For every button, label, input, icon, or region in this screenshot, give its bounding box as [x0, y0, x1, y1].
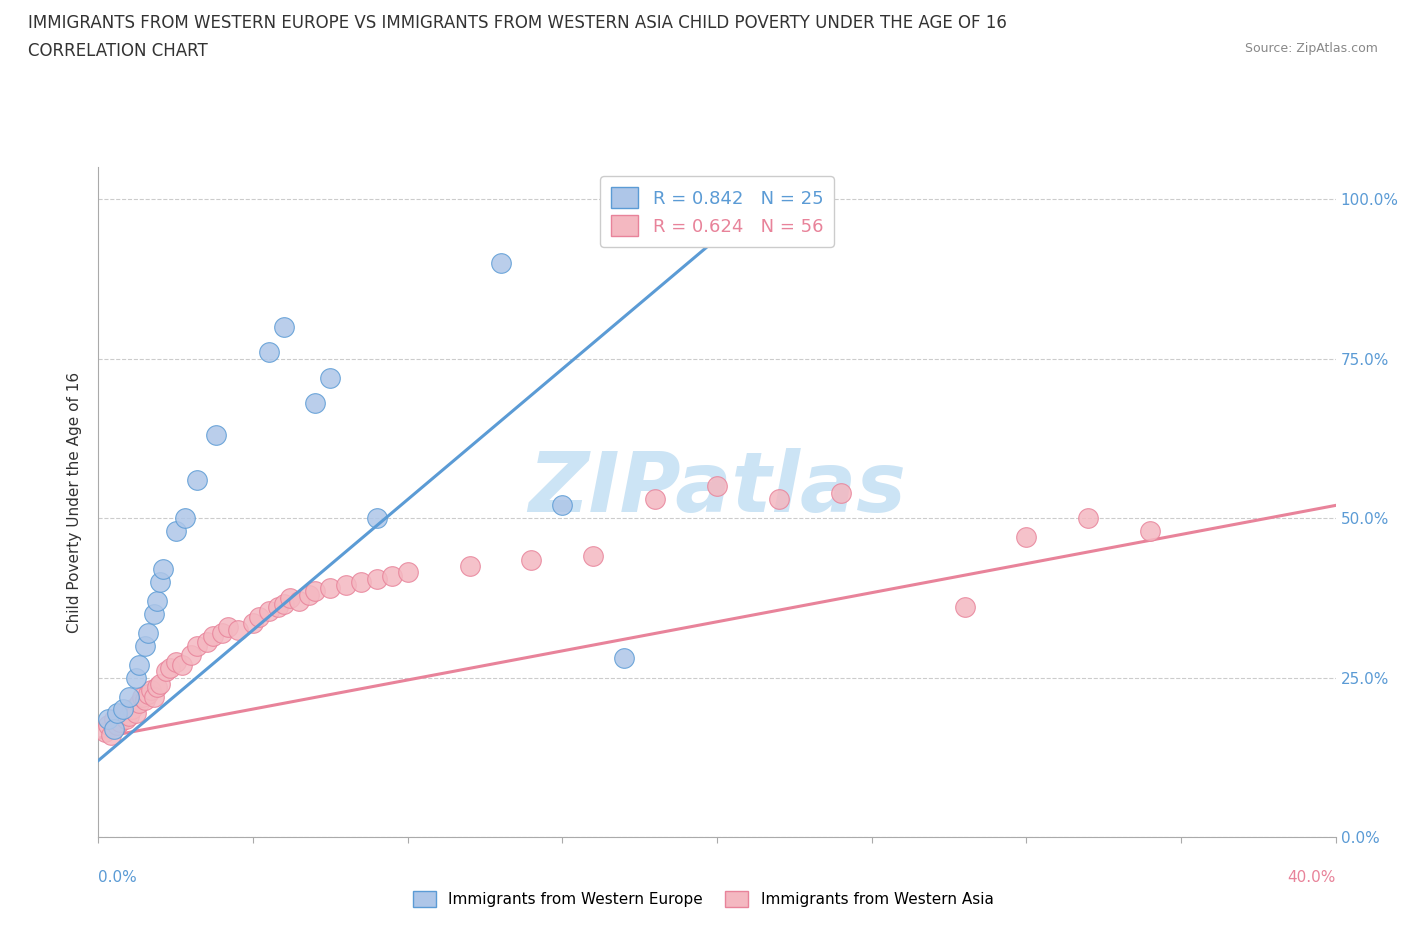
Point — [100, 727, 122, 742]
Point — [953, 600, 976, 615]
Point — [136, 626, 159, 641]
Point — [319, 581, 342, 596]
Point — [103, 711, 125, 726]
Point — [366, 511, 388, 525]
Point — [257, 604, 280, 618]
Point — [115, 711, 138, 726]
Point — [105, 718, 128, 733]
Point — [201, 629, 224, 644]
Point — [103, 721, 125, 736]
Text: ZIPatlas: ZIPatlas — [529, 448, 905, 529]
Text: 40.0%: 40.0% — [1288, 870, 1336, 884]
Point — [149, 575, 172, 590]
Point — [458, 559, 481, 574]
Point — [520, 552, 543, 567]
Legend: Immigrants from Western Europe, Immigrants from Western Asia: Immigrants from Western Europe, Immigran… — [406, 884, 1000, 913]
Point — [105, 705, 128, 720]
Point — [93, 724, 115, 739]
Point — [155, 664, 177, 679]
Point — [278, 591, 301, 605]
Point — [124, 705, 146, 720]
Point — [247, 609, 270, 624]
Point — [165, 524, 187, 538]
Point — [1077, 511, 1099, 525]
Point — [112, 702, 135, 717]
Point — [143, 606, 166, 621]
Point — [242, 616, 264, 631]
Point — [267, 600, 290, 615]
Point — [149, 676, 172, 691]
Point — [128, 696, 150, 711]
Point — [112, 705, 135, 720]
Point — [146, 680, 169, 695]
Point — [1015, 530, 1038, 545]
Point — [396, 565, 419, 579]
Point — [381, 568, 404, 583]
Point — [226, 622, 249, 637]
Point — [335, 578, 357, 592]
Point — [165, 654, 187, 669]
Text: 0.0%: 0.0% — [98, 870, 138, 884]
Text: CORRELATION CHART: CORRELATION CHART — [28, 42, 208, 60]
Point — [489, 256, 512, 271]
Point — [205, 428, 228, 443]
Point — [830, 485, 852, 500]
Text: Source: ZipAtlas.com: Source: ZipAtlas.com — [1244, 42, 1378, 55]
Point — [134, 638, 156, 653]
Point — [319, 370, 342, 385]
Point — [186, 638, 208, 653]
Point — [706, 479, 728, 494]
Point — [146, 593, 169, 608]
Point — [304, 584, 326, 599]
Point — [288, 593, 311, 608]
Text: IMMIGRANTS FROM WESTERN EUROPE VS IMMIGRANTS FROM WESTERN ASIA CHILD POVERTY UND: IMMIGRANTS FROM WESTERN EUROPE VS IMMIGR… — [28, 14, 1007, 32]
Point — [582, 549, 605, 564]
Point — [186, 472, 208, 487]
Point — [121, 702, 143, 717]
Point — [97, 711, 120, 726]
Point — [159, 660, 181, 675]
Point — [613, 651, 636, 666]
Point — [768, 492, 790, 507]
Point — [136, 686, 159, 701]
Point — [195, 635, 218, 650]
Point — [108, 715, 131, 730]
Point — [1139, 524, 1161, 538]
Y-axis label: Child Poverty Under the Age of 16: Child Poverty Under the Age of 16 — [67, 372, 83, 632]
Point — [118, 689, 141, 704]
Point — [152, 562, 174, 577]
Point — [366, 571, 388, 586]
Point — [180, 648, 202, 663]
Point — [350, 575, 373, 590]
Point — [551, 498, 574, 512]
Point — [128, 658, 150, 672]
Point — [257, 345, 280, 360]
Point — [139, 683, 162, 698]
Point — [273, 319, 295, 334]
Point — [170, 658, 193, 672]
Point — [211, 626, 233, 641]
Point — [97, 718, 120, 733]
Point — [118, 709, 141, 724]
Point — [217, 619, 239, 634]
Point — [143, 689, 166, 704]
Legend: R = 0.842   N = 25, R = 0.624   N = 56: R = 0.842 N = 25, R = 0.624 N = 56 — [600, 177, 834, 247]
Point — [273, 597, 295, 612]
Point — [124, 671, 146, 685]
Point — [298, 587, 321, 602]
Point — [134, 693, 156, 708]
Point — [174, 511, 197, 525]
Point — [304, 396, 326, 411]
Point — [131, 689, 153, 704]
Point — [644, 492, 666, 507]
